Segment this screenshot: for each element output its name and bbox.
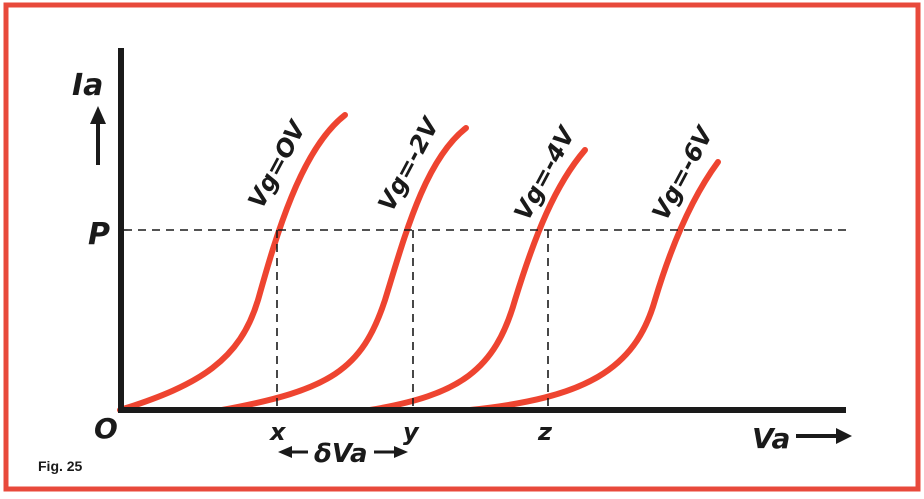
delta-left-arrowhead-icon	[278, 446, 292, 458]
origin-label: O	[94, 412, 118, 445]
curve-vg-minus6	[467, 159, 721, 413]
z-point-label: z	[537, 418, 553, 446]
curve-vg-0	[117, 112, 348, 413]
y-point-label: y	[403, 418, 420, 446]
figure-caption: Fig. 25	[38, 458, 83, 474]
delta-va-label: δVa	[314, 439, 368, 469]
x-point-label: x	[269, 418, 287, 446]
x-axis-arrowhead-icon	[836, 428, 852, 444]
y-axis-label: Ia	[72, 68, 103, 103]
curve-vg-minus2	[219, 125, 469, 413]
curve-vg-minus4	[367, 147, 588, 413]
curve-label-vg-0: Vg=OV	[243, 115, 313, 213]
figure-frame	[3, 2, 921, 492]
y-axis-arrowhead-icon	[90, 106, 106, 124]
delta-right-arrowhead-icon	[394, 446, 408, 458]
p-label: P	[88, 217, 110, 252]
x-axis-label: Va	[752, 422, 790, 455]
